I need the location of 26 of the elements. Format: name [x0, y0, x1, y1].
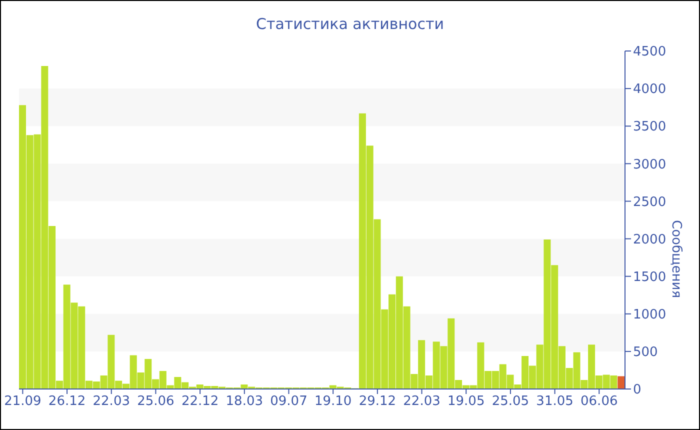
y-tick-label: 3500 — [633, 120, 666, 135]
x-tick-label: 22.03 — [92, 394, 130, 410]
x-tick-label: 26.12 — [48, 394, 86, 410]
y-tick-label: 0 — [633, 382, 642, 398]
y-tick-label: 500 — [633, 345, 658, 360]
y-tick-label: 2500 — [633, 194, 666, 210]
y-tick-label: 1000 — [633, 308, 666, 323]
chart-title: Статистика активности — [255, 15, 445, 33]
x-tick-label: 18.03 — [226, 394, 264, 410]
x-tick-label: 19.10 — [314, 394, 352, 410]
y-tick-label: 2000 — [633, 232, 666, 248]
x-tick-label: 25.05 — [492, 394, 530, 410]
x-tick-label: 25.06 — [137, 394, 174, 410]
x-tick-label: 19.05 — [448, 394, 485, 410]
x-tick-label: 29.12 — [358, 394, 396, 410]
x-tick-label: 22.03 — [403, 394, 440, 410]
y-tick-label: 4500 — [633, 44, 666, 60]
y-axis-title: Сообщения — [668, 220, 684, 298]
y-tick-label: 3000 — [633, 157, 666, 172]
x-tick-label: 09.07 — [270, 394, 308, 410]
x-tick-label: 21.09 — [4, 394, 42, 410]
x-tick-label: 22.12 — [181, 394, 219, 410]
x-tick-label: 06.06 — [580, 394, 618, 410]
y-tick-label: 1500 — [633, 270, 666, 285]
y-tick-label: 4000 — [633, 82, 666, 98]
x-tick-label: 31.05 — [536, 394, 574, 410]
